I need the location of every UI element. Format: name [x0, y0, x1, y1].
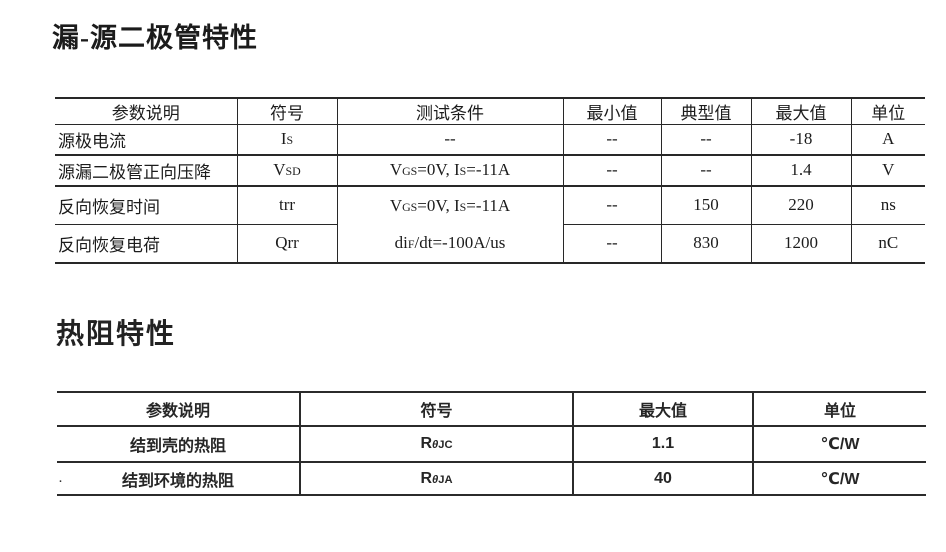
cell-symbol: trr [236, 185, 337, 225]
cell-param: 源漏二极管正向压降 [55, 154, 237, 187]
col-header-symbol: 符号 [299, 392, 573, 427]
condition-line-2: diF/dt=-100A/us [394, 232, 506, 252]
cell-unit: V [850, 154, 925, 187]
thermal-table-header-row: 参数说明 符号 最大值 单位 [57, 392, 926, 427]
cell-symbol: IS [236, 124, 337, 156]
table-row-source-current: 源极电流 IS -- -- -- -18 A [55, 124, 925, 156]
cell-unit: ns [850, 185, 925, 225]
col-header-min: 最小值 [562, 98, 661, 125]
table-row-forward-voltage: 源漏二极管正向压降 VSD VGS=0V, IS=-11A -- -- 1.4 … [55, 154, 925, 187]
col-header-max: 最大值 [572, 392, 753, 427]
cell-param: 结到壳的热阻 [57, 426, 300, 463]
cell-typ: 150 [660, 185, 751, 225]
cell-unit: nC [850, 224, 925, 263]
stray-dot-mark: · [58, 474, 63, 490]
cell-symbol: RθJC [299, 426, 573, 463]
col-header-test-condition: 测试条件 [336, 98, 563, 125]
cell-param: 源极电流 [55, 124, 237, 156]
cell-max: 1.1 [572, 426, 753, 463]
cell-unit: ℃/W [752, 462, 926, 495]
cell-symbol: Qrr [236, 224, 337, 263]
cell-min: -- [562, 224, 661, 263]
cell-typ: 830 [660, 224, 751, 263]
col-header-unit: 单位 [752, 392, 926, 427]
condition-line-1: VGS=0V, IS=-11A [389, 195, 511, 215]
cell-unit: A [850, 124, 925, 156]
cell-symbol: RθJA [299, 462, 573, 495]
thermal-section-title: 热阻特性 [56, 318, 177, 349]
cell-typ: -- [660, 124, 751, 156]
cell-min: -- [562, 154, 661, 187]
col-header-typ: 典型值 [660, 98, 751, 125]
cell-typ: -- [660, 154, 751, 187]
table-row-junction-to-case: 结到壳的热阻 RθJC 1.1 ℃/W [57, 426, 926, 463]
cell-param: 反向恢复电荷 [58, 235, 160, 255]
cell-max: 220 [750, 185, 851, 225]
cell-max: 40 [572, 462, 753, 495]
cell-condition: VGS=0V, IS=-11A [336, 154, 563, 187]
table-row-junction-to-ambient: 结到环境的热阻 RθJA 40 ℃/W [57, 462, 926, 495]
cell-condition: -- [336, 124, 563, 156]
table-row-reverse-recovery-charge: 反向恢复电荷 Qrr -- 830 1200 nC [55, 224, 925, 263]
col-header-param: 参数说明 [57, 392, 300, 427]
col-header-param: 参数说明 [55, 98, 237, 125]
cell-max: -18 [750, 124, 851, 156]
cell-min: -- [562, 124, 661, 156]
cell-unit: ℃/W [752, 426, 926, 463]
col-header-max: 最大值 [750, 98, 851, 125]
cell-min: -- [562, 185, 661, 225]
cell-symbol: VSD [236, 154, 337, 187]
cell-param: 反向恢复时间 [55, 185, 237, 225]
diode-table-header-row: 参数说明 符号 测试条件 最小值 典型值 最大值 单位 [55, 98, 925, 125]
col-header-unit: 单位 [850, 98, 925, 125]
col-header-symbol: 符号 [236, 98, 337, 125]
diode-characteristics-table: 参数说明 符号 测试条件 最小值 典型值 最大值 单位 源极电流 IS -- -… [55, 97, 925, 264]
cell-max: 1.4 [750, 154, 851, 187]
diode-section-title: 漏-源二极管特性 [52, 23, 258, 53]
thermal-resistance-table: 参数说明 符号 最大值 单位 结到壳的热阻 RθJC 1.1 ℃/W 结到环境的… [57, 391, 926, 496]
table-row-reverse-recovery-time: 反向恢复时间 trr VGS=0V, IS=-11A diF/dt=-100A/… [55, 185, 925, 263]
cell-param: 结到环境的热阻 [121, 472, 234, 490]
cell-condition-merged: VGS=0V, IS=-11A diF/dt=-100A/us [336, 185, 563, 263]
cell-max: 1200 [750, 224, 851, 263]
